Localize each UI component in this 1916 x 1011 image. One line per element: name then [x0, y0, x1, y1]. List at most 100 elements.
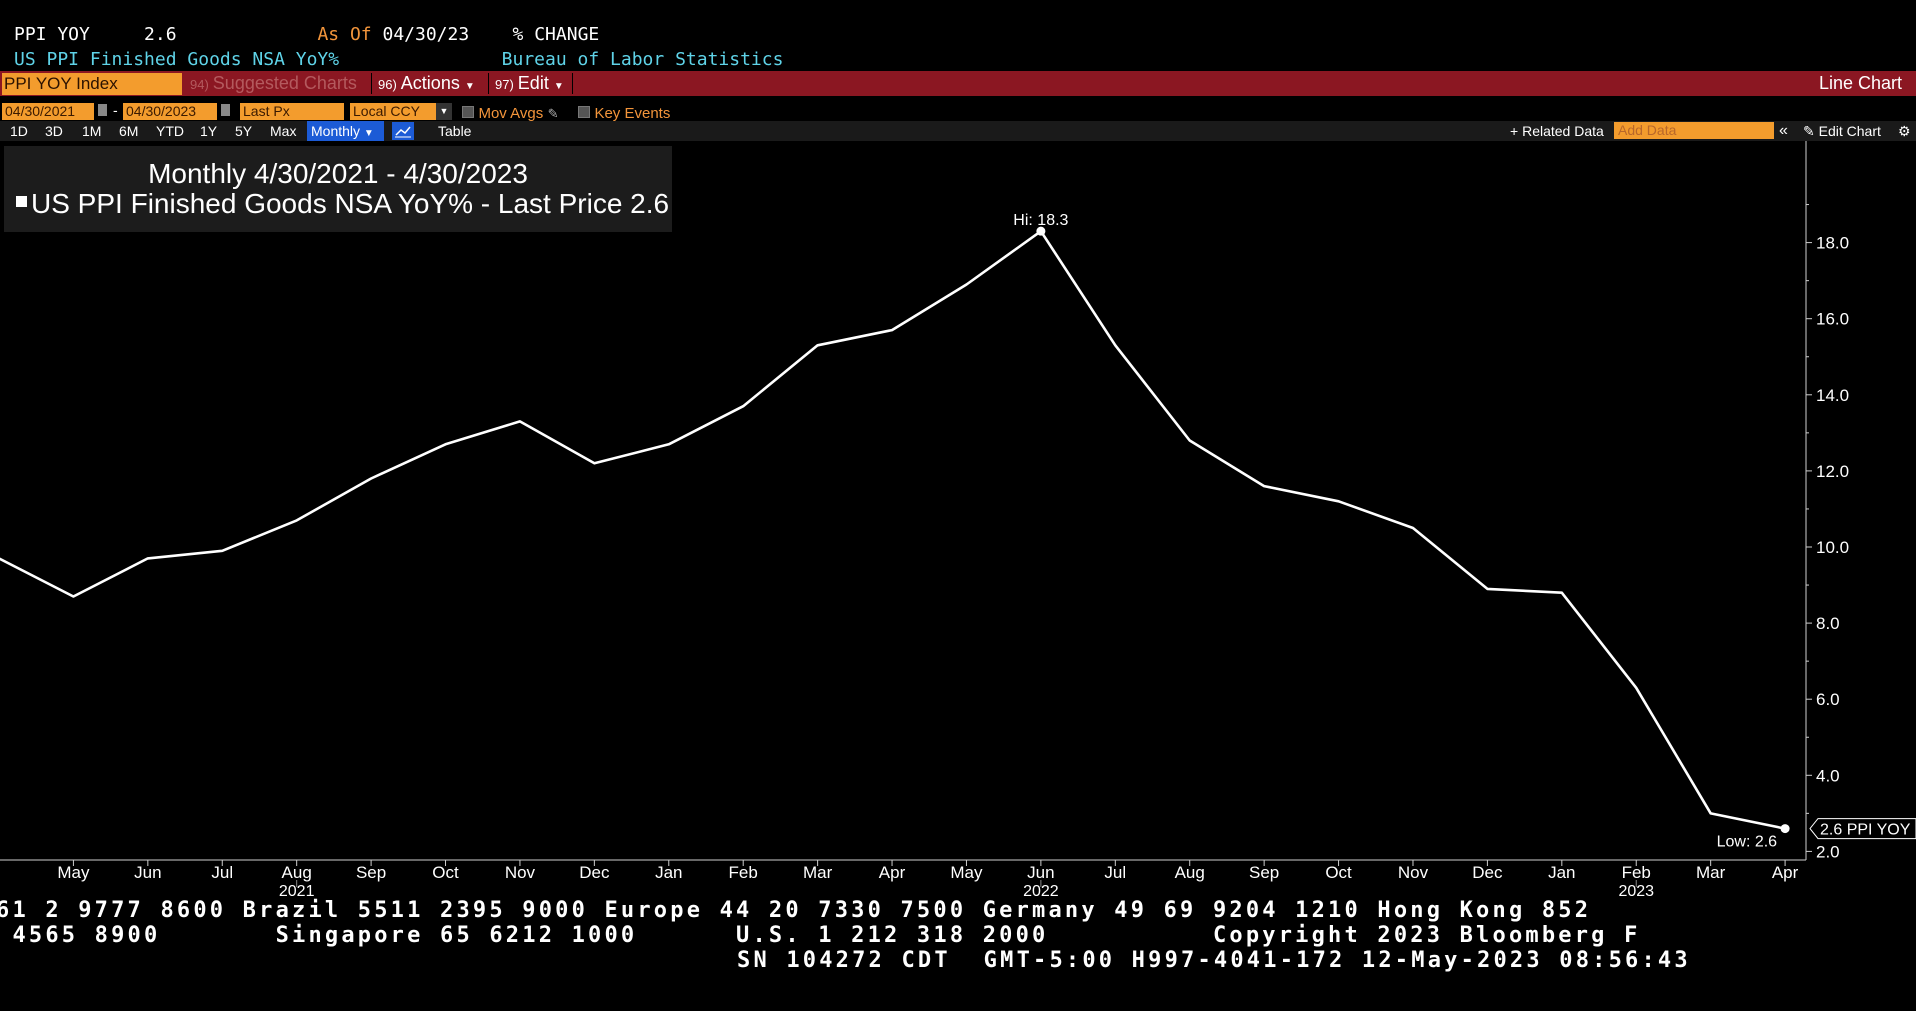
- x-axis: May Jun Jul Aug Sep Oct Nov Dec Jan Feb Mar Apr May J…: [0, 859, 1806, 900]
- period-max[interactable]: Max: [270, 123, 297, 139]
- calendar-icon[interactable]: [98, 104, 107, 116]
- y-tick-label: 10.0: [1816, 538, 1849, 557]
- edit-chart-button[interactable]: ✎ Edit Chart: [1803, 121, 1881, 141]
- y-tick-label: 18.0: [1816, 234, 1849, 253]
- last-value-tag: [1809, 818, 1916, 840]
- x-tick-label: Jan: [1548, 863, 1575, 882]
- line-chart: 2.0 4.0 6.0 8.0 10.0 12.0 14.0 16.0 18.0 May Jun J…: [0, 141, 1916, 900]
- table-button[interactable]: Table: [438, 123, 472, 139]
- x-tick-label: Sep: [1249, 863, 1279, 882]
- gear-icon[interactable]: ⚙: [1898, 123, 1911, 139]
- period-toolbar: [0, 121, 1916, 141]
- x-tick-label: Sep: [356, 863, 386, 882]
- x-tick-label: Dec: [579, 863, 610, 882]
- as-of-label: As Of: [317, 24, 372, 45]
- suggested-label: Suggested Charts: [212, 73, 357, 93]
- divider: [488, 73, 489, 94]
- x-tick-label: Jan: [655, 863, 682, 882]
- last-value: 2.6: [144, 24, 177, 45]
- y-tick-label: 16.0: [1816, 310, 1849, 329]
- start-date-input[interactable]: 04/30/2021: [2, 103, 94, 120]
- x-tick-label: Oct: [1325, 863, 1352, 882]
- footer-contacts-1: 61 2 9777 8600 Brazil 5511 2395 9000 Eur…: [0, 898, 1592, 923]
- key-events-label: Key Events: [594, 105, 671, 122]
- x-tick-label: Aug: [1175, 863, 1205, 882]
- legend-title: Monthly 4/30/2021 - 4/30/2023: [148, 158, 528, 189]
- y-tick-label: 6.0: [1816, 690, 1840, 709]
- y-tick-label: 2.0: [1816, 842, 1840, 861]
- series-header: US PPI Finished Goods NSA YoY% Bureau of…: [14, 49, 783, 70]
- change-label: % CHANGE: [512, 24, 600, 45]
- last-value-label: 2.6 PPI YOY: [1820, 822, 1911, 839]
- annotations: Hi: 18.3 Low: 2.6 2.6 PPI YOY: [1013, 212, 1916, 851]
- suggested-charts-button[interactable]: 94) Suggested Charts: [190, 71, 357, 96]
- edit-number: 97): [495, 77, 514, 92]
- pencil-icon: ✎: [1803, 123, 1819, 139]
- frequency-select[interactable]: Monthly ▼: [307, 121, 384, 141]
- period-1y[interactable]: 1Y: [200, 123, 218, 139]
- legend-entry-label: US PPI Finished Goods NSA YoY% - Last Pr…: [31, 188, 670, 219]
- source-label: Bureau of Labor Statistics: [501, 49, 784, 70]
- related-data-label: Related Data: [1522, 123, 1604, 139]
- legend-entry[interactable]: US PPI Finished Goods NSA YoY% - Last Pr…: [16, 188, 669, 220]
- mov-avgs-toggle[interactable]: Mov Avgs ✎: [462, 105, 559, 123]
- period-ytd[interactable]: YTD: [156, 123, 184, 139]
- period-5y[interactable]: 5Y: [235, 123, 253, 139]
- checkbox-icon[interactable]: [578, 106, 590, 118]
- period-1d[interactable]: 1D: [10, 123, 28, 139]
- y-tick-label: 12.0: [1816, 462, 1849, 481]
- year-label: 2022: [1023, 883, 1059, 900]
- year-label: 2021: [279, 883, 315, 900]
- period-3d[interactable]: 3D: [45, 123, 63, 139]
- frequency-label: Monthly: [311, 123, 361, 139]
- related-data-button[interactable]: + Related Data: [1510, 121, 1610, 141]
- end-date-input[interactable]: 04/30/2023: [123, 103, 217, 120]
- add-data-input[interactable]: Add Data: [1614, 122, 1774, 139]
- field-select[interactable]: Last Px: [240, 103, 344, 120]
- low-marker: [1780, 824, 1790, 834]
- x-tick-label: Jun: [1027, 863, 1054, 882]
- checkbox-icon[interactable]: [462, 106, 474, 118]
- x-tick-label: May: [950, 863, 983, 882]
- x-tick-label: Feb: [1622, 863, 1651, 882]
- legend-box: [4, 146, 672, 232]
- chevron-down-icon[interactable]: ▼: [436, 103, 452, 120]
- plus-icon: +: [1510, 123, 1523, 139]
- x-tick-label: Apr: [1772, 863, 1799, 882]
- mov-avgs-label: Mov Avgs: [478, 105, 544, 122]
- collapse-icon[interactable]: «: [1779, 122, 1788, 139]
- edit-button[interactable]: 97) Edit ▼: [495, 71, 564, 96]
- x-tick-label: Nov: [505, 863, 536, 882]
- pencil-icon[interactable]: ✎: [547, 106, 559, 121]
- date-range-dash: -: [113, 102, 118, 118]
- y-tick-label: 8.0: [1816, 614, 1840, 633]
- calendar-icon[interactable]: [221, 104, 230, 116]
- line-chart-icon[interactable]: [392, 122, 414, 140]
- x-tick-label: Nov: [1398, 863, 1429, 882]
- series-name: US PPI Finished Goods NSA YoY%: [14, 49, 340, 70]
- command-bar: [0, 71, 1916, 96]
- ticker-label: PPI YOY: [14, 24, 90, 45]
- divider: [371, 73, 372, 94]
- series-line: [0, 229, 1786, 830]
- edit-label: Edit: [517, 73, 549, 93]
- period-1m[interactable]: 1M: [82, 123, 102, 139]
- x-tick-label: Jul: [1104, 863, 1126, 882]
- chevron-down-icon: ▼: [464, 81, 475, 92]
- x-tick-label: Oct: [432, 863, 459, 882]
- divider: [572, 73, 573, 94]
- year-label: 2023: [1618, 883, 1654, 900]
- x-tick-label: Jul: [211, 863, 233, 882]
- key-events-toggle[interactable]: Key Events: [578, 105, 670, 123]
- actions-button[interactable]: 96) Actions ▼: [378, 71, 475, 96]
- chevron-down-icon: ▼: [553, 81, 564, 92]
- security-input[interactable]: PPI YOY Index: [2, 73, 182, 95]
- security-header: PPI YOY 2.6 As Of 04/30/23 % CHANGE: [14, 24, 599, 45]
- high-label: Hi: 18.3: [1013, 212, 1068, 229]
- currency-select[interactable]: Local CCY: [350, 103, 436, 120]
- x-tick-label: May: [57, 863, 90, 882]
- as-of-date: 04/30/23: [382, 24, 470, 45]
- period-6m[interactable]: 6M: [119, 123, 139, 139]
- y-axis: 2.0 4.0 6.0 8.0 10.0 12.0 14.0 16.0 18.0: [1805, 141, 1849, 861]
- y-tick-label: 4.0: [1816, 766, 1840, 785]
